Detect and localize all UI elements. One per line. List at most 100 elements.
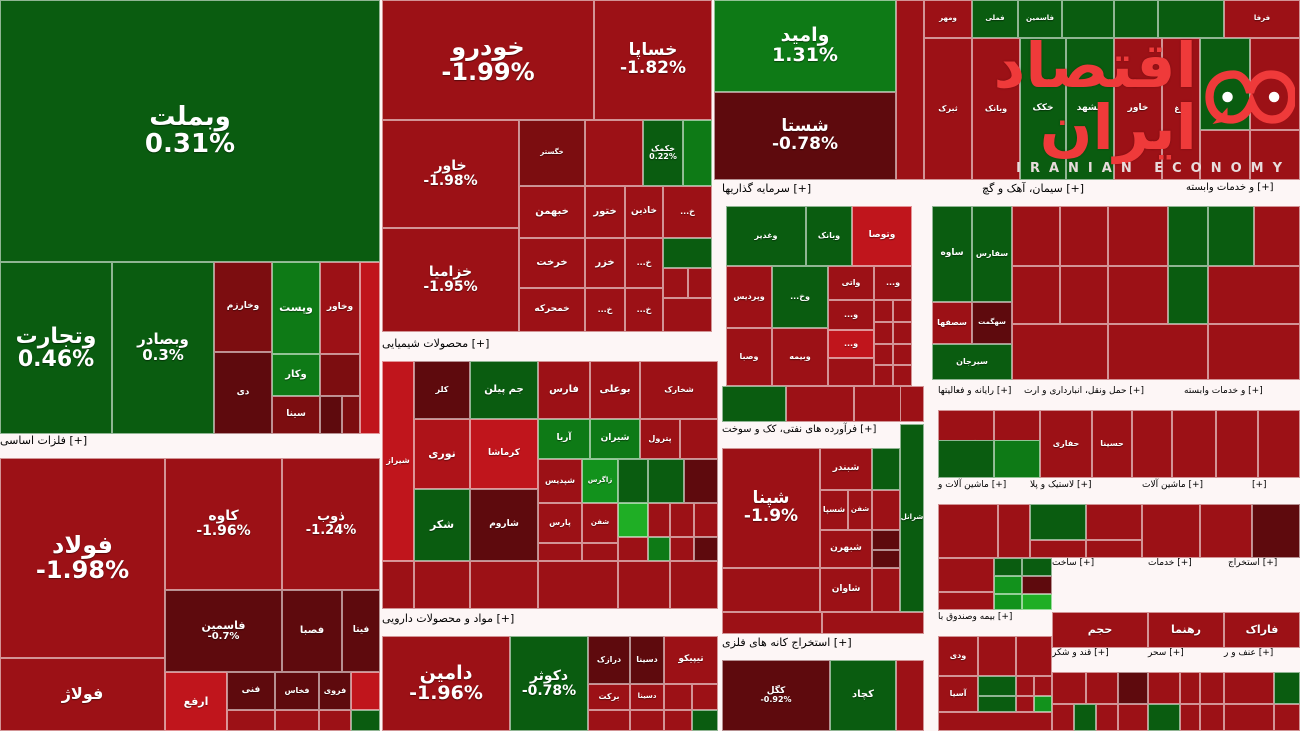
heatmap-tile[interactable]: و... — [828, 300, 874, 330]
heatmap-tile[interactable] — [664, 710, 692, 731]
heatmap-tile[interactable] — [1052, 704, 1074, 731]
heatmap-tile[interactable]: فصبا — [282, 590, 342, 672]
heatmap-tile[interactable] — [692, 684, 718, 710]
heatmap-tile[interactable]: وتجارت 0.46% — [0, 262, 112, 434]
heatmap-tile[interactable] — [663, 238, 712, 268]
sector-header[interactable]: فلزات اساسی [+] — [0, 434, 88, 447]
heatmap-tile[interactable] — [648, 537, 670, 561]
heatmap-tile[interactable] — [630, 710, 664, 731]
heatmap-tile[interactable]: کلر — [414, 361, 470, 419]
heatmap-tile[interactable] — [1224, 704, 1274, 731]
heatmap-tile[interactable]: شیران — [590, 419, 640, 459]
heatmap-tile[interactable] — [1022, 558, 1052, 576]
heatmap-tile[interactable] — [1200, 704, 1224, 731]
heatmap-tile[interactable]: خزامیا -1.95% — [382, 228, 519, 332]
heatmap-tile[interactable] — [786, 386, 854, 422]
heatmap-tile[interactable] — [1086, 504, 1142, 540]
heatmap-tile[interactable] — [670, 561, 718, 609]
heatmap-tile[interactable]: کچاد — [830, 660, 896, 731]
heatmap-tile[interactable]: آریا — [538, 419, 590, 459]
heatmap-tile[interactable] — [978, 696, 1016, 712]
heatmap-tile[interactable]: ومهر — [924, 0, 972, 38]
heatmap-tile[interactable] — [1274, 704, 1300, 731]
heatmap-tile[interactable] — [893, 365, 912, 386]
heatmap-tile[interactable] — [694, 537, 718, 561]
heatmap-tile[interactable] — [828, 358, 874, 386]
heatmap-tile[interactable]: فولاد -1.98% — [0, 458, 165, 658]
heatmap-tile[interactable] — [618, 459, 648, 503]
heatmap-tile[interactable]: شفن — [582, 503, 618, 543]
heatmap-tile[interactable] — [680, 419, 718, 459]
heatmap-tile[interactable] — [1012, 324, 1108, 380]
heatmap-tile[interactable] — [938, 504, 998, 558]
heatmap-tile[interactable] — [872, 448, 900, 490]
heatmap-tile[interactable] — [319, 710, 351, 731]
heatmap-tile[interactable] — [1108, 266, 1168, 324]
heatmap-tile[interactable] — [722, 386, 786, 422]
heatmap-tile[interactable] — [664, 684, 692, 710]
heatmap-tile[interactable] — [1200, 504, 1252, 558]
heatmap-tile[interactable] — [538, 543, 582, 561]
heatmap-tile[interactable]: وامید 1.31% — [714, 0, 896, 92]
heatmap-tile[interactable]: شفن — [848, 490, 872, 530]
heatmap-tile[interactable] — [893, 300, 912, 322]
heatmap-tile[interactable]: خ... — [585, 288, 625, 332]
heatmap-tile[interactable]: بوعلی — [590, 361, 640, 419]
heatmap-tile[interactable]: زاگرس — [582, 459, 618, 503]
sector-header[interactable]: قند و شکر [+] — [1052, 648, 1109, 658]
sector-header[interactable]: سیمان، آهک و گچ [+] — [982, 182, 1085, 195]
heatmap-tile[interactable]: وبیمه — [772, 328, 828, 386]
sector-header[interactable]: ماشین آلات [+] — [1142, 480, 1204, 490]
heatmap-tile[interactable]: خمحرکه — [519, 288, 585, 332]
sector-header[interactable]: لاستیک و پلا [+] — [1030, 480, 1092, 490]
heatmap-tile[interactable]: دسینا — [630, 684, 664, 710]
heatmap-tile[interactable] — [1030, 504, 1086, 540]
heatmap-tile[interactable]: سصفها — [932, 302, 972, 344]
heatmap-tile[interactable] — [722, 568, 820, 612]
heatmap-tile[interactable] — [1096, 704, 1118, 731]
heatmap-tile[interactable] — [1060, 266, 1108, 324]
heatmap-tile[interactable] — [872, 490, 900, 530]
heatmap-tile[interactable]: ساوه — [932, 206, 972, 302]
sector-header[interactable]: سرمایه گذاریها [+] — [722, 182, 812, 195]
heatmap-tile[interactable] — [874, 344, 893, 365]
heatmap-tile[interactable]: حجم — [1052, 612, 1148, 648]
sector-header[interactable]: مواد و محصولات دارویی [+] — [382, 612, 515, 625]
sector-header[interactable]: خدمات [+] — [1148, 558, 1192, 568]
heatmap-tile[interactable] — [1062, 0, 1114, 38]
heatmap-tile[interactable]: شیراز — [382, 361, 414, 561]
heatmap-tile[interactable]: و... — [828, 330, 874, 358]
heatmap-tile[interactable] — [1016, 676, 1034, 696]
heatmap-tile[interactable]: و... — [874, 266, 912, 300]
heatmap-tile[interactable]: وپست — [272, 262, 320, 354]
heatmap-tile[interactable] — [694, 503, 718, 537]
heatmap-tile[interactable] — [618, 537, 648, 561]
heatmap-tile[interactable] — [688, 268, 712, 298]
heatmap-tile[interactable]: فرفا — [1224, 0, 1300, 38]
heatmap-tile[interactable] — [1118, 704, 1148, 731]
heatmap-tile[interactable] — [1200, 672, 1224, 704]
heatmap-tile[interactable] — [320, 396, 342, 434]
heatmap-tile[interactable]: پارس — [538, 503, 582, 543]
heatmap-tile[interactable]: نوری — [414, 419, 470, 489]
sector-header[interactable]: بیمه وصندوق با [+] — [938, 612, 1013, 622]
heatmap-tile[interactable] — [1250, 38, 1300, 130]
heatmap-tile[interactable]: دامین -1.96% — [382, 636, 510, 731]
heatmap-tile[interactable] — [275, 710, 319, 731]
heatmap-tile[interactable]: شخارک — [640, 361, 718, 419]
heatmap-tile[interactable] — [1142, 504, 1200, 558]
heatmap-tile[interactable]: رهنما — [1148, 612, 1224, 648]
heatmap-tile[interactable]: حسینا — [1092, 410, 1132, 478]
heatmap-tile[interactable] — [938, 440, 994, 478]
heatmap-tile[interactable] — [1252, 504, 1300, 558]
heatmap-tile[interactable] — [585, 120, 643, 186]
heatmap-tile[interactable]: وبملت 0.31% — [0, 0, 380, 262]
heatmap-tile[interactable] — [227, 710, 275, 731]
heatmap-tile[interactable] — [670, 503, 694, 537]
heatmap-tile[interactable]: سفارس — [972, 206, 1012, 302]
sector-header[interactable]: ماشین آلات و [+] — [938, 480, 1007, 490]
heatmap-tile[interactable] — [1168, 266, 1208, 324]
heatmap-tile[interactable] — [1168, 206, 1208, 266]
heatmap-tile[interactable] — [414, 561, 470, 609]
heatmap-tile[interactable]: فروی — [319, 672, 351, 710]
